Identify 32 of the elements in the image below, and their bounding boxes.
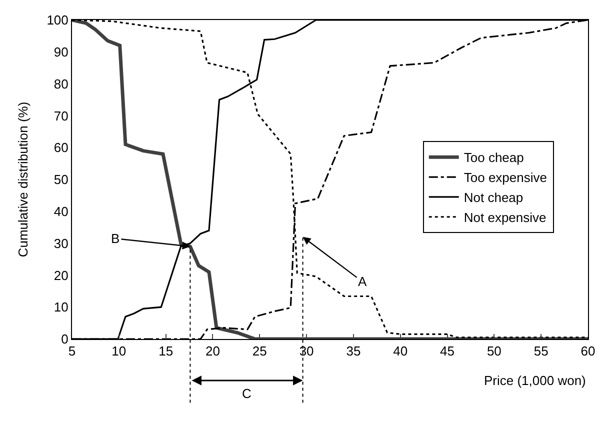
x-tick-label: 45 xyxy=(440,344,455,359)
y-tick-label: 50 xyxy=(54,172,68,188)
y-tick-label: 100 xyxy=(46,12,68,28)
y-axis-title: Cumulative distribution (%) xyxy=(16,102,31,258)
x-tick-label: 30 xyxy=(299,344,314,359)
y-tick-label: 30 xyxy=(54,236,68,251)
x-tick-label: 5 xyxy=(68,344,76,359)
x-tick-label: 40 xyxy=(393,344,408,359)
legend-label: Too expensive xyxy=(464,170,548,186)
y-tick-label: 80 xyxy=(54,76,68,92)
legend-label: Too cheap xyxy=(464,150,524,166)
y-tick-label: 40 xyxy=(54,204,68,219)
x-tick-label: 35 xyxy=(346,344,361,359)
x-tick-label: 60 xyxy=(580,344,596,359)
legend-label: Not cheap xyxy=(464,190,524,206)
y-tick-label: 60 xyxy=(54,140,68,156)
x-tick-label: 20 xyxy=(205,344,220,359)
x-axis-title: Price (1,000 won) xyxy=(484,373,586,388)
x-tick-label: 50 xyxy=(486,344,502,359)
y-tick-label: 10 xyxy=(54,300,68,315)
text: C xyxy=(242,386,252,401)
y-tick-label: 0 xyxy=(61,332,68,347)
x-tick-label: 25 xyxy=(252,344,267,359)
y-tick-label: 70 xyxy=(54,108,68,124)
x-tick-label: 15 xyxy=(158,344,174,359)
annotation: A xyxy=(358,274,367,289)
annotation: B xyxy=(111,231,120,246)
x-tick-label: 10 xyxy=(112,344,126,359)
y-tick-label: 20 xyxy=(54,268,68,283)
legend-label: Not expensive xyxy=(464,210,546,225)
x-tick-label: 55 xyxy=(534,344,548,359)
y-tick-label: 90 xyxy=(54,44,68,60)
